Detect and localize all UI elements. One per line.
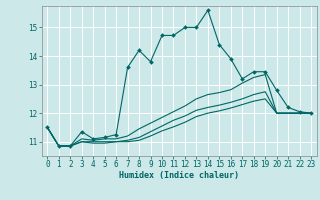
X-axis label: Humidex (Indice chaleur): Humidex (Indice chaleur) [119,171,239,180]
